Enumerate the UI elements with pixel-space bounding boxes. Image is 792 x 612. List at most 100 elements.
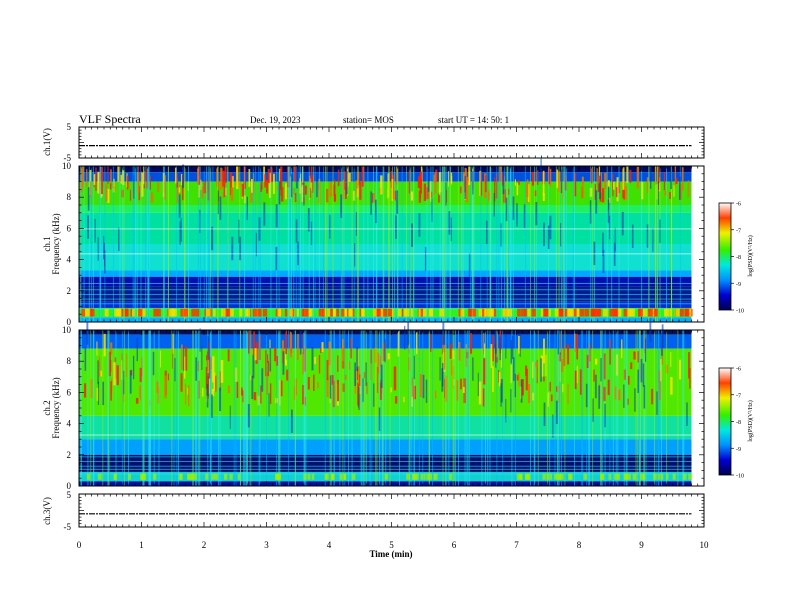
spectrogram-gap: [623, 384, 625, 408]
spectrogram-streak: [535, 362, 538, 367]
spectrogram-streak: [449, 343, 452, 359]
spectrogram-streak: [137, 182, 140, 193]
spectrogram-sferic: [507, 166, 509, 322]
spectrogram-sferic: [658, 330, 660, 486]
spectrogram-streak: [525, 368, 528, 391]
spectrogram-streak: [483, 358, 486, 385]
spectrogram-lowband: [609, 308, 614, 317]
spectrogram-sferic: [392, 166, 393, 322]
spectrogram-streak: [348, 172, 351, 182]
spectrogram-lowband: [439, 308, 445, 317]
spectrogram-sferic: [102, 330, 104, 486]
spectrogram-sferic: [314, 166, 316, 322]
spectrogram-lowband: [296, 308, 300, 317]
spectrogram-streak: [518, 372, 520, 387]
spectrogram-streak: [98, 362, 101, 377]
start-time-label: start UT = 14: 50: 1: [438, 115, 509, 125]
ch1-spectrogram-panel: 0 2 4 6 8 10 ch.1 Frequency (kHz): [42, 157, 705, 327]
spectrogram-streak: [344, 374, 347, 380]
spectrogram-streak: [280, 380, 283, 397]
spectrogram-gap: [500, 379, 503, 403]
spectrogram-gap: [94, 218, 96, 243]
spectrogram-lowband: [653, 473, 657, 480]
spectrogram-streak: [333, 184, 336, 196]
spectrogram-gap: [413, 355, 415, 380]
spectrogram-lowband: [347, 308, 350, 317]
spectrogram-streak: [623, 182, 625, 200]
spectrogram-gap: [275, 204, 278, 228]
spectrogram-lowband: [324, 473, 328, 480]
spectrogram-sferic: [197, 330, 199, 486]
spectrogram-lowband: [624, 473, 629, 480]
spectrogram-lowband: [597, 308, 602, 317]
spectrogram-lowband: [614, 473, 618, 480]
spectrogram-sferic: [192, 330, 194, 486]
spectrogram-sferic: [173, 330, 175, 486]
spectrogram-streak: [294, 192, 297, 202]
spectrogram-streak: [220, 359, 224, 383]
spectrogram-sferic: [83, 166, 85, 322]
spectrogram-lowband: [632, 473, 637, 480]
spectrogram-sferic: [240, 330, 241, 486]
spectrogram-streak: [379, 355, 381, 367]
spectrogram-lowband: [428, 473, 433, 480]
spectrogram-streak: [579, 369, 582, 395]
spectrogram-gap: [299, 331, 302, 355]
spectrogram-lowband: [423, 473, 426, 480]
spectrogram-streak: [663, 171, 666, 191]
spectrogram-streak: [499, 166, 502, 182]
spectrogram-sferic: [639, 330, 641, 486]
spectrogram-sferic: [609, 330, 611, 486]
spectrogram-sferic: [471, 166, 473, 322]
spectrogram-lowband: [153, 473, 157, 480]
spectrogram-lowband: [275, 308, 279, 317]
spectrogram-streak: [326, 359, 329, 381]
spectrogram-lowband: [433, 473, 436, 480]
spectrogram-sferic: [489, 166, 491, 322]
spectrogram-streak: [527, 384, 531, 404]
spectrogram-streak: [268, 173, 272, 198]
spectrogram-streak: [110, 169, 112, 187]
spectrogram-sferic: [255, 166, 257, 322]
spectrogram-line: [79, 456, 692, 458]
spectrogram-streak: [139, 384, 141, 398]
spectrogram-gap: [500, 383, 502, 407]
spectrogram-sferic: [412, 330, 414, 486]
spectrogram-lowband: [143, 473, 147, 480]
spectrogram-lowband: [339, 473, 343, 480]
spectrogram-lowband: [190, 473, 194, 480]
spectrogram-sferic: [276, 330, 277, 486]
spectrogram-sferic: [375, 330, 377, 486]
spectrogram-sferic: [270, 166, 272, 322]
spectrogram-streak: [498, 372, 501, 387]
spectrogram-sferic: [376, 166, 378, 322]
spectrogram-streak: [254, 348, 257, 361]
spectrogram-lowband: [257, 308, 262, 317]
spectrogram-gap: [310, 221, 313, 246]
spectrogram-streak: [608, 197, 611, 204]
spectrogram-lowband: [600, 473, 605, 480]
spectrogram-streak: [99, 370, 102, 377]
spectrogram-sferic: [332, 166, 334, 322]
spectrogram-streak: [230, 187, 234, 201]
spectrogram-sferic: [659, 166, 661, 322]
spectrogram-sferic: [572, 166, 574, 322]
spectrogram-sferic: [509, 166, 511, 322]
figure-title: VLF Spectra: [79, 112, 141, 126]
spectrogram-streak: [482, 388, 485, 407]
spectrogram-gap: [129, 370, 132, 394]
spectrogram-sferic: [233, 330, 235, 486]
spectrogram-sferic: [410, 330, 412, 486]
spectrogram-streak: [129, 189, 132, 201]
spectrogram-streak: [302, 351, 305, 375]
spectrogram-sferic: [244, 330, 246, 486]
spectrogram-gap: [199, 209, 201, 234]
ch1-frequency-tick-label: 8: [67, 192, 72, 202]
spectrogram-lowband: [327, 308, 333, 317]
spectrogram-sferic: [582, 330, 584, 486]
spectrogram-streak: [492, 366, 494, 392]
spectrogram-lowband: [638, 308, 643, 317]
spectrogram-streak: [314, 356, 316, 365]
spectrogram-lowband: [627, 473, 631, 480]
time-tick-label: 1: [139, 540, 144, 550]
